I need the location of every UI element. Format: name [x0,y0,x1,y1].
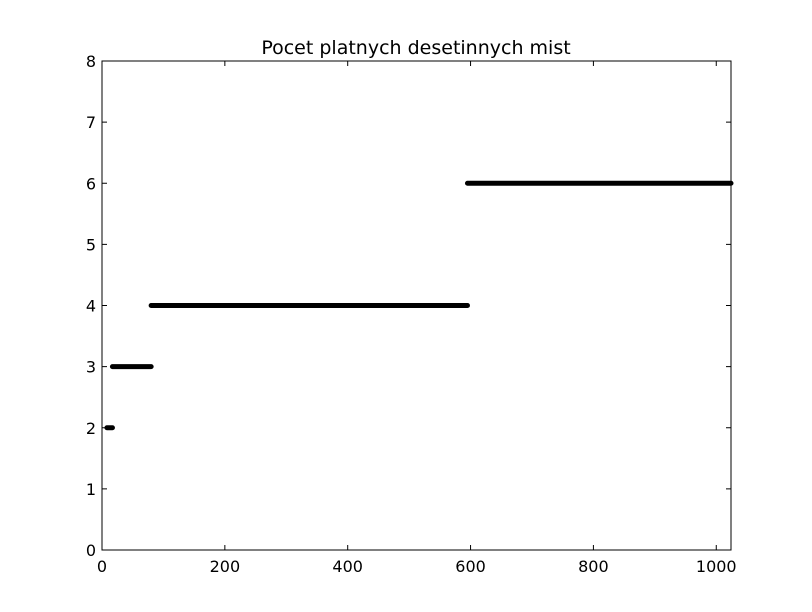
axis-ticks: 0 200 400 600 800 1000 0 1 2 3 4 5 6 7 8 [86,52,737,576]
x-tick-label: 400 [332,557,363,576]
x-tick-label: 0 [97,557,107,576]
plot-area [104,180,734,431]
y-tick-label: 5 [86,235,96,254]
y-tick-label: 4 [86,297,96,316]
y-tick-label: 2 [86,419,96,438]
chart-title: Pocet platnych desetinnych mist [261,37,570,59]
x-tick-label: 800 [578,557,609,576]
y-tick-label: 1 [86,480,96,499]
y-tick-label: 3 [86,358,96,377]
x-tick-label: 1000 [696,557,737,576]
y-tick-label: 8 [86,52,96,71]
x-tick-label: 200 [210,557,241,576]
y-tick-label: 6 [86,174,96,193]
x-tick-label: 600 [455,557,486,576]
y-tick-label: 7 [86,113,96,132]
y-tick-label: 0 [86,541,96,560]
